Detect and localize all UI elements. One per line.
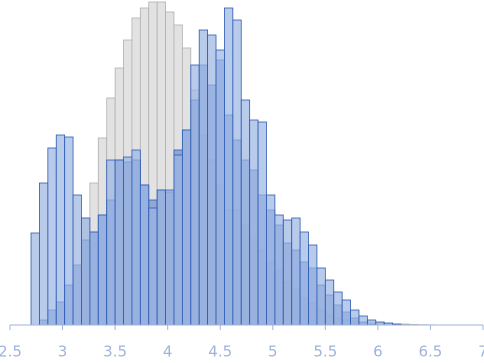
x-tick-label: 6.5 (419, 343, 443, 361)
bar (97, 214, 108, 326)
x-tick-label: 5.5 (313, 343, 337, 361)
bar (299, 231, 309, 326)
bar (341, 299, 351, 326)
bar (181, 129, 192, 326)
bar (72, 194, 82, 326)
bar (308, 244, 318, 326)
bar (30, 232, 40, 326)
bar (316, 267, 326, 326)
bar (291, 217, 301, 326)
bar (148, 207, 158, 326)
bar (198, 29, 209, 326)
bar (106, 159, 116, 326)
bar (64, 136, 74, 326)
bar (47, 147, 57, 326)
bar (350, 309, 360, 326)
x-tick-label: 3 (58, 343, 68, 361)
bar (207, 34, 217, 326)
bar (232, 19, 242, 326)
bar (366, 319, 377, 326)
bar (324, 279, 335, 326)
bar (249, 119, 259, 326)
bar (190, 64, 200, 326)
bar (131, 149, 141, 326)
bar (240, 99, 251, 326)
x-tick-label: 2.5 (0, 343, 22, 361)
bar (173, 154, 183, 326)
bar (123, 156, 133, 326)
bar (215, 49, 225, 326)
bar (114, 159, 124, 326)
x-tick-label: 7 (478, 343, 484, 361)
bar (89, 231, 99, 326)
bar (139, 184, 150, 326)
x-tick-label: 4 (163, 343, 173, 361)
x-tick-label: 5 (268, 343, 278, 361)
bar (156, 189, 166, 326)
bar (282, 219, 293, 326)
bar (257, 121, 267, 326)
x-tick-label: 3.5 (103, 343, 127, 361)
x-tick-label: 6 (373, 343, 383, 361)
bar (55, 134, 66, 326)
bar (333, 291, 343, 326)
bar (274, 214, 284, 326)
bar (39, 182, 49, 326)
bar (81, 217, 91, 326)
bar (165, 189, 175, 326)
x-tick-label: 4.5 (208, 343, 232, 361)
bar (224, 7, 234, 326)
bar (266, 194, 276, 326)
bar (358, 315, 368, 326)
